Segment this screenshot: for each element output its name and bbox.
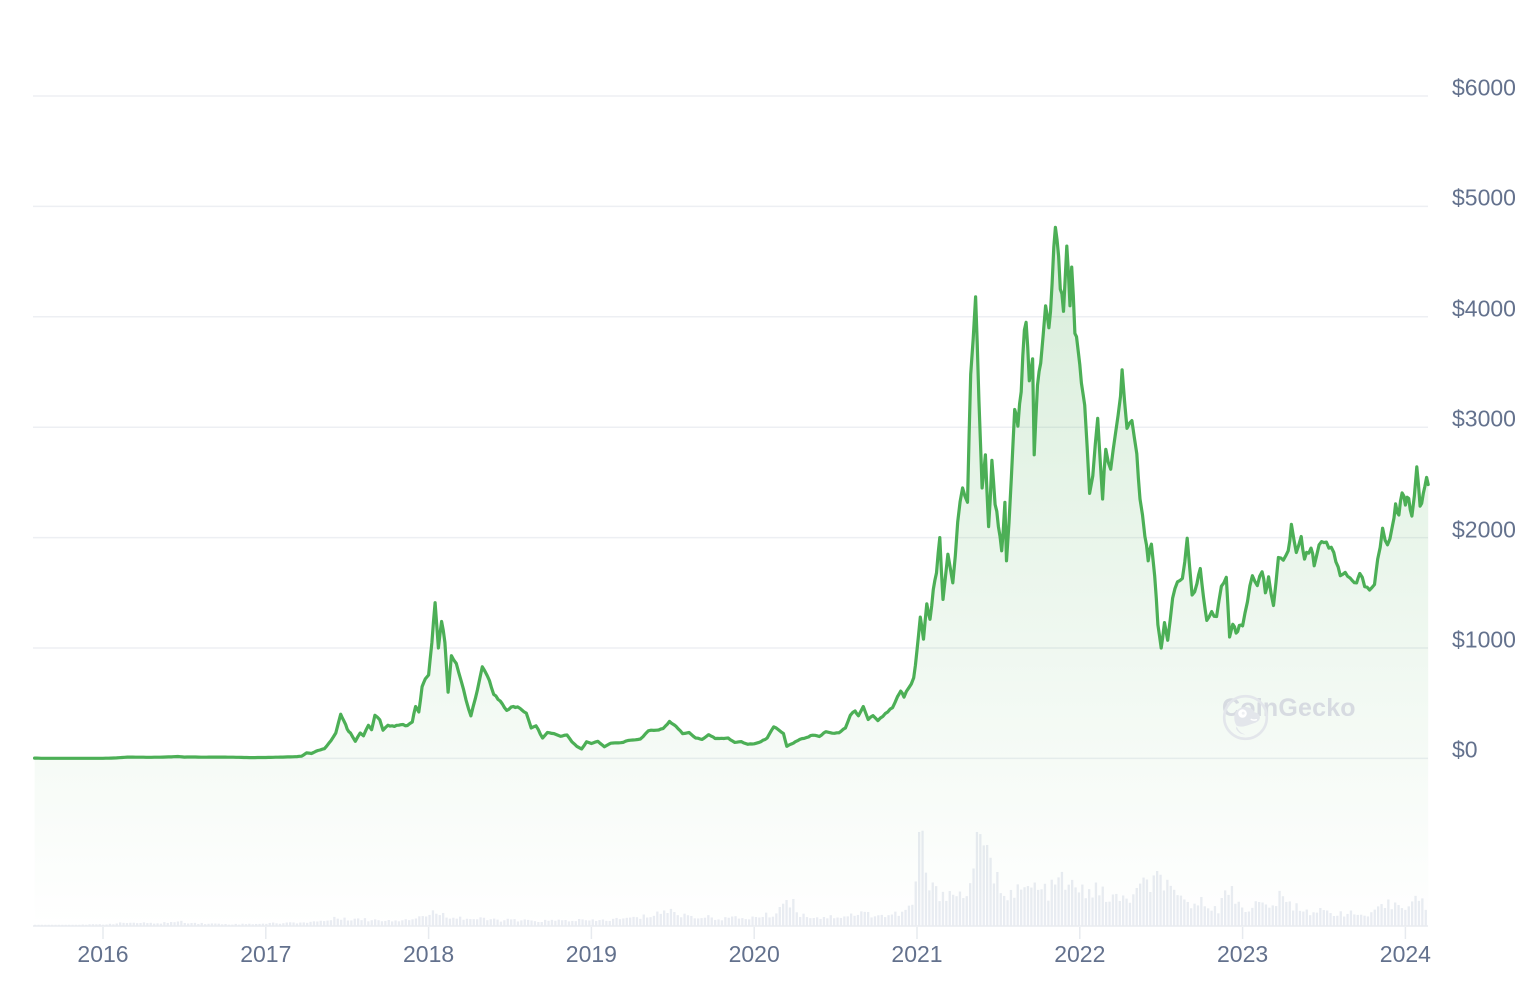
- x-axis-tick-label: 2024: [1379, 941, 1431, 967]
- y-axis-tick-label: $4000: [1452, 295, 1516, 322]
- gridlines: [33, 95, 1428, 760]
- y-axis-tick-label: $5000: [1452, 184, 1516, 211]
- x-axis-tick-label: 2020: [728, 941, 780, 967]
- x-axis-tick-label: 2022: [1054, 941, 1106, 967]
- y-axis-tick-label: $6000: [1452, 74, 1516, 101]
- price-area: [34, 227, 1429, 926]
- x-axis-tick-label: 2021: [891, 941, 943, 967]
- x-axis-tick-label: 2018: [403, 941, 455, 967]
- y-axis-tick-label: $0: [1452, 736, 1478, 763]
- price-line: [33, 225, 1430, 760]
- price-line-path: [33, 225, 1430, 760]
- x-axis-tick-label: 2019: [565, 941, 617, 967]
- y-axis-tick-label: $2000: [1452, 516, 1516, 543]
- price-area-fill: [34, 227, 1429, 926]
- x-axis-tick-label: 2023: [1217, 941, 1269, 967]
- y-axis-tick-label: $3000: [1452, 405, 1516, 432]
- y-axis-tick-label: $1000: [1452, 626, 1516, 653]
- x-axis: [33, 925, 1428, 939]
- x-axis-tick-label: 2017: [240, 941, 292, 967]
- x-axis-tick-label: 2016: [77, 941, 129, 967]
